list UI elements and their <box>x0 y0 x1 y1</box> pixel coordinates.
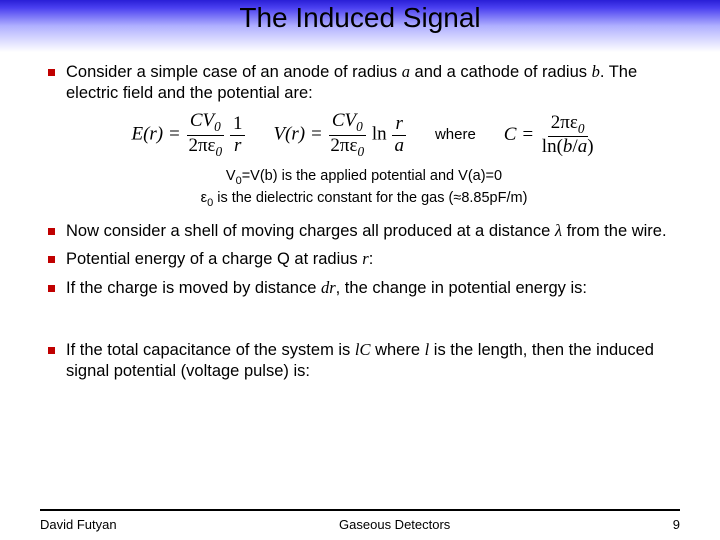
eq-e-den-sub: 0 <box>216 143 223 158</box>
eq-e-frac1: CV0 2πε0 <box>185 111 225 159</box>
eq-c-lhs: C = <box>504 124 534 145</box>
eq-c-a: a <box>578 136 588 157</box>
eq-e-1: 1 <box>230 114 246 136</box>
b3-text-1: Potential energy of a charge Q at radius <box>66 250 362 268</box>
footer-page-number: 9 <box>673 517 680 532</box>
slide-title: The Induced Signal <box>239 2 480 34</box>
bullet-3: Potential energy of a charge Q at radius… <box>48 249 680 270</box>
eq-v-r: r <box>392 114 405 136</box>
eq-e-den: 2πε <box>188 135 215 156</box>
eq-c: C = 2πε0 ln(b/a) <box>504 113 597 158</box>
eq-v: V(r) = CV0 2πε0 ln r a <box>273 111 407 159</box>
footer-center: Gaseous Detectors <box>339 517 450 532</box>
b1-text-1: Consider a simple case of an anode of ra… <box>66 63 402 81</box>
eq-c-num-sub: 0 <box>578 120 585 135</box>
eq-e-r: r <box>231 136 244 157</box>
eq-c-frac: 2πε0 ln(b/a) <box>539 113 597 158</box>
title-band: The Induced Signal <box>0 0 720 52</box>
eq-v-num-sub: 0 <box>356 119 363 134</box>
eq-v-lhs: V(r) = <box>273 124 322 145</box>
eq-c-ln: ln( <box>542 136 563 157</box>
eq-e: E(r) = CV0 2πε0 1 r <box>131 111 245 159</box>
eq-c-close: ) <box>587 136 593 157</box>
equation-subnote: V0=V(b) is the applied potential and V(a… <box>48 167 680 210</box>
footer-divider <box>40 509 680 511</box>
eq-e-lhs: E(r) = <box>131 124 180 145</box>
b1-var-b: b <box>592 62 600 81</box>
eq-c-num: 2πε <box>551 112 578 133</box>
sn-line1: =V(b) is the applied potential and V(a)=… <box>242 168 502 184</box>
b2-text-2: from the wire. <box>562 222 667 240</box>
footer-author: David Futyan <box>40 517 117 532</box>
b1-var-a: a <box>402 62 410 81</box>
bullet-5: If the total capacitance of the system i… <box>48 340 680 381</box>
eq-e-num: CV <box>190 110 214 131</box>
b2-text-1: Now consider a shell of moving charges a… <box>66 222 555 240</box>
b4-text-2: , the change in potential energy is: <box>336 279 587 297</box>
b3-text-2: : <box>369 250 374 268</box>
eq-c-b: b <box>563 136 573 157</box>
eq-where: where <box>435 126 476 145</box>
bullet-4: If the charge is moved by distance dr, t… <box>48 278 680 299</box>
eq-v-frac2: r a <box>391 114 407 157</box>
eq-v-ln: ln <box>372 124 387 145</box>
b5-text-1: If the total capacitance of the system i… <box>66 341 355 359</box>
footer: David Futyan Gaseous Detectors 9 <box>0 509 720 532</box>
eq-v-den: 2πε <box>330 135 357 156</box>
b4-dr: dr <box>321 278 336 297</box>
sn-line2: is the dielectric constant for the gas (… <box>213 190 527 206</box>
b2-lambda: λ <box>555 221 562 240</box>
eq-v-den-sub: 0 <box>358 143 365 158</box>
eq-v-frac1: CV0 2πε0 <box>327 111 367 159</box>
eq-v-num: CV <box>332 110 356 131</box>
equation-row: E(r) = CV0 2πε0 1 r V(r) = CV0 2πε0 ln <box>48 111 680 159</box>
content-area: Consider a simple case of an anode of ra… <box>0 52 720 540</box>
eq-e-frac2: 1 r <box>230 114 246 157</box>
b4-text-1: If the charge is moved by distance <box>66 279 321 297</box>
spacer-2 <box>48 390 680 422</box>
eq-v-a: a <box>391 136 407 157</box>
sn-v: V <box>226 168 236 184</box>
b5-lc: lC <box>355 340 371 359</box>
b5-text-2: where <box>371 341 425 359</box>
bullet-1: Consider a simple case of an anode of ra… <box>48 62 680 103</box>
eq-e-num-sub: 0 <box>214 119 221 134</box>
spacer-1 <box>48 306 680 340</box>
b1-text-2: and a cathode of radius <box>410 63 592 81</box>
bullet-2: Now consider a shell of moving charges a… <box>48 221 680 242</box>
